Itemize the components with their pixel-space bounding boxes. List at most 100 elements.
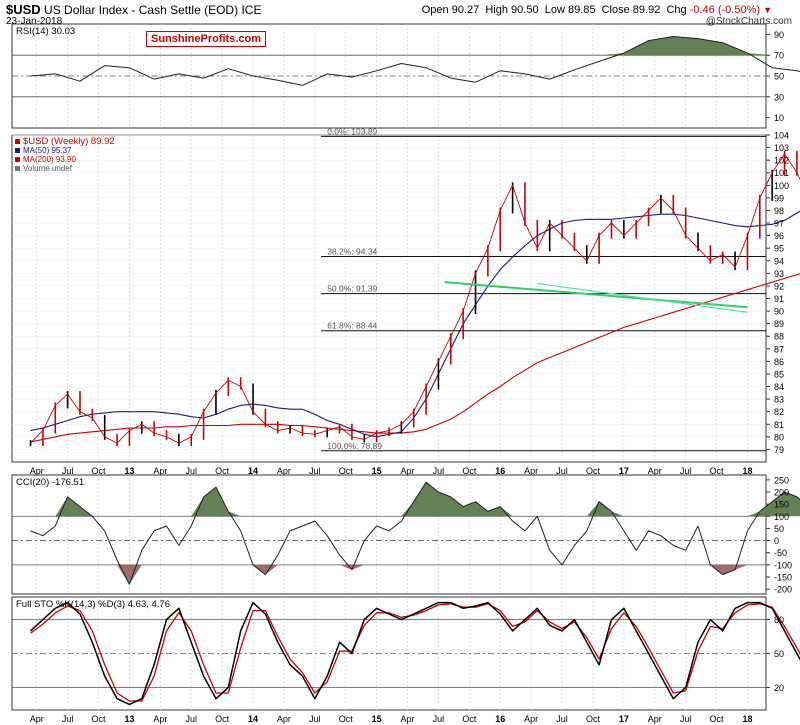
x-tick-label: Oct	[92, 466, 107, 476]
legend-swatch	[15, 166, 20, 171]
legend-label: $USD (Weekly) 89.92	[23, 136, 115, 147]
y-tick-label: 30	[774, 92, 784, 102]
legend-label: Volume undef	[23, 164, 73, 173]
rsi-overbought-fill	[30, 36, 800, 56]
sto-d-line	[30, 603, 800, 702]
y-tick-label: -200	[774, 585, 792, 595]
y-tick-label: 50	[774, 72, 784, 82]
y-tick-label: -50	[774, 548, 787, 558]
x-tick-label: 16	[495, 466, 505, 476]
y-tick-label: 84	[774, 382, 784, 392]
y-tick-label: 150	[774, 500, 789, 510]
panel-title-rsi: RSI(14) 30.03	[16, 26, 75, 37]
open-value: 90.27	[451, 4, 480, 16]
x-tick-label: 17	[619, 714, 629, 724]
x-tick-label: Jul	[556, 714, 568, 724]
legend-swatch	[15, 157, 20, 162]
y-tick-label: 95	[774, 244, 784, 254]
x-tick-label: Apr	[277, 714, 291, 724]
quote-summary: Open 90.27 High 90.50 Low 89.85 Close 89…	[422, 4, 772, 16]
x-tick-label: Oct	[462, 714, 477, 724]
x-tick-label: Apr	[153, 714, 167, 724]
x-tick-label: 16	[495, 714, 505, 724]
ticker-symbol: $USD	[6, 2, 41, 17]
promo-badge[interactable]: SunshineProfits.com	[146, 31, 267, 47]
y-tick-label: 88	[774, 332, 784, 342]
y-tick-label: 97	[774, 219, 784, 229]
x-tick-label: Jul	[433, 466, 445, 476]
x-tick-label: Oct	[462, 466, 477, 476]
price-line	[30, 153, 800, 444]
x-tick-label: Apr	[277, 466, 291, 476]
x-tick-label: Oct	[215, 714, 230, 724]
x-tick-label: Oct	[92, 714, 107, 724]
y-tick-label: 80	[774, 615, 784, 625]
legend-label: MA(200) 93.90	[23, 155, 76, 164]
panel-title-sto: Full STO %K(14,3) %D(3) 4.63, 4.76	[16, 599, 170, 610]
index-name: US Dollar Index - Cash Settle (EOD)	[44, 3, 239, 17]
x-tick-label: Jul	[309, 714, 321, 724]
cci-oversold-fill	[30, 564, 800, 585]
support-line	[444, 281, 748, 309]
close-value: 89.92	[632, 4, 661, 16]
y-tick-label: 99	[774, 193, 784, 203]
x-tick-label: Jul	[680, 714, 692, 724]
x-tick-label: 17	[619, 466, 629, 476]
ma50-line	[30, 210, 800, 438]
y-tick-label: 94	[774, 256, 784, 266]
fibonacci-label: 100.0%: 78.89	[327, 441, 382, 451]
y-tick-label: 79	[774, 445, 784, 455]
x-tick-label: Apr	[648, 714, 662, 724]
x-tick-label: Apr	[524, 714, 538, 724]
x-tick-label: 18	[742, 466, 752, 476]
support-line-2	[537, 282, 748, 313]
x-tick-label: Jul	[433, 714, 445, 724]
y-tick-label: 100	[774, 512, 789, 522]
x-tick-label: Apr	[153, 466, 167, 476]
panel-title-cci: CCI(20) -176.51	[16, 477, 84, 488]
x-tick-label: 14	[248, 714, 258, 724]
fibonacci-label: 38.2%: 94.34	[327, 246, 377, 256]
sto-k-line	[29, 601, 800, 706]
x-tick-label: Oct	[586, 714, 601, 724]
y-tick-label: 96	[774, 231, 784, 241]
cci-line	[30, 481, 800, 585]
x-tick-label: 14	[248, 466, 258, 476]
y-tick-label: 20	[774, 683, 784, 693]
y-tick-label: 10	[774, 113, 784, 123]
y-tick-label: 50	[774, 649, 784, 659]
x-tick-label: Jul	[680, 466, 692, 476]
x-tick-label: Oct	[339, 714, 354, 724]
exchange-name: ICE	[241, 3, 262, 17]
y-tick-label: 92	[774, 281, 784, 291]
fibonacci-label: 61.8%: 88.44	[327, 321, 377, 331]
x-tick-label: Apr	[401, 466, 415, 476]
x-tick-label: Jul	[185, 466, 197, 476]
y-tick-label: 104	[774, 131, 789, 141]
y-tick-label: 87	[774, 344, 784, 354]
y-tick-label: 0	[774, 536, 779, 546]
chg-label: Chg	[666, 4, 687, 16]
y-tick-label: 70	[774, 51, 784, 61]
x-tick-label: Apr	[30, 466, 44, 476]
x-tick-label: Oct	[215, 466, 230, 476]
x-tick-label: Oct	[339, 466, 354, 476]
y-tick-label: 102	[774, 156, 789, 166]
ma200-line	[30, 273, 800, 443]
y-tick-label: 90	[774, 307, 784, 317]
rsi-line	[30, 36, 800, 86]
fibonacci-label: 0.0%: 103.89	[327, 126, 377, 136]
x-tick-label: Jul	[62, 714, 74, 724]
x-tick-label: Jul	[309, 466, 321, 476]
panel-frame-cci	[11, 474, 767, 595]
y-tick-label: 101	[774, 168, 789, 178]
y-tick-label: 93	[774, 269, 784, 279]
x-tick-label: Apr	[524, 466, 538, 476]
y-tick-label: 81	[774, 420, 784, 430]
x-tick-label: Apr	[648, 466, 662, 476]
y-tick-label: 103	[774, 143, 789, 153]
y-tick-label: 91	[774, 294, 784, 304]
legend-swatch	[15, 139, 20, 144]
legend-swatch	[15, 148, 20, 153]
